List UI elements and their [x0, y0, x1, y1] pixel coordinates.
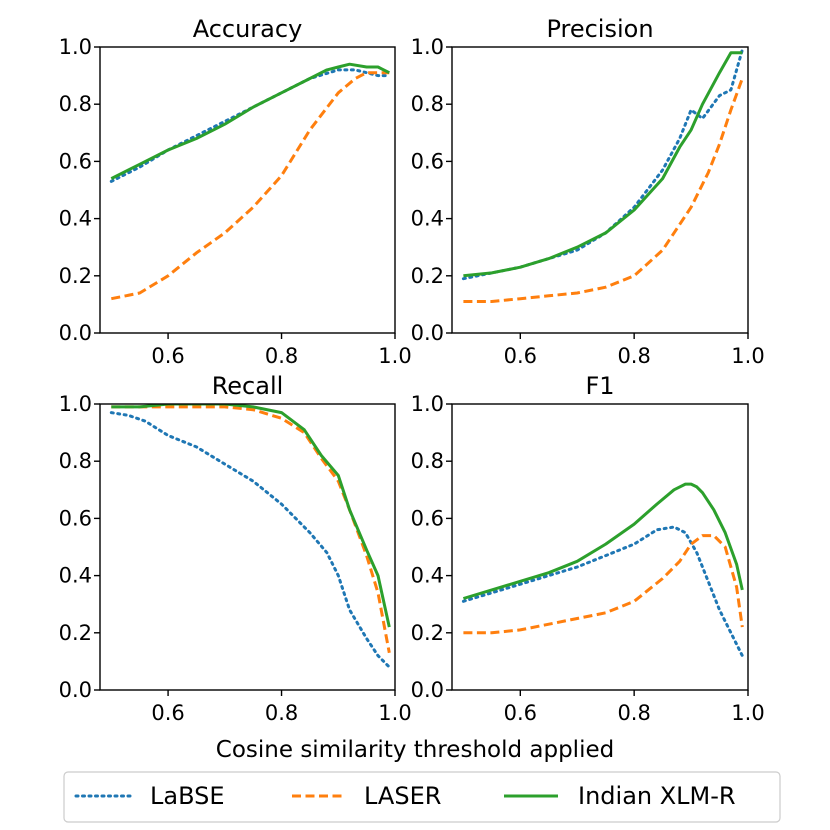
- y-tick-label: 0.2: [411, 264, 444, 288]
- series-line-indian-xlm-r: [111, 404, 391, 628]
- y-tick-label: 0.2: [411, 621, 444, 645]
- y-tick-label: 1.0: [411, 35, 444, 59]
- series-line-indian-xlm-r: [110, 62, 390, 180]
- panel-accuracy: Accuracy 0.0 0.2 0.4 0.6 0.8 1.0 0.6 0.8 1.0: [59, 15, 412, 368]
- y-tick-label: 0.2: [59, 264, 92, 288]
- y-tick-label: 0.4: [411, 564, 444, 588]
- legend-label-indian-xlm-r: Indian XLM-R: [578, 782, 736, 810]
- y-tick-label: 0.4: [59, 564, 92, 588]
- legend: LaBSE LASER Indian XLM-R: [63, 771, 781, 823]
- axes-frame: [99, 46, 396, 334]
- panel-recall: Recall 0.0 0.2 0.4 0.6 0.8 1.0 0.6 0.8 1.0: [59, 372, 412, 725]
- legend-label-laser: LASER: [364, 782, 441, 810]
- x-tick-label: 1.0: [378, 701, 411, 725]
- x-axis-label: Cosine similarity threshold applied: [216, 737, 614, 763]
- y-tick-label: 0.6: [59, 506, 92, 530]
- series-line-labse: [109, 411, 391, 669]
- series-line-laser: [463, 534, 744, 635]
- panel-f1: F1 0.0 0.2 0.4 0.6 0.8 1.0 0.6 0.8 1.0: [411, 372, 765, 725]
- legend-label-labse: LaBSE: [150, 782, 225, 810]
- series-line-indian-xlm-r: [463, 51, 743, 278]
- y-tick-label: 0.4: [411, 207, 444, 231]
- y-tick-label: 1.0: [59, 392, 92, 416]
- y-tick-label: 0.6: [411, 506, 444, 530]
- x-tick-label: 0.6: [151, 344, 184, 368]
- panel-precision: Precision 0.0 0.2 0.4 0.6 0.8 1.0 0.6 0.8 1.0: [411, 15, 765, 368]
- x-tick-label: 0.8: [265, 701, 298, 725]
- y-tick-label: 1.0: [59, 35, 92, 59]
- x-tick-label: 0.6: [504, 344, 537, 368]
- y-tick-label: 0.0: [59, 321, 92, 345]
- y-tick-label: 0.8: [411, 449, 444, 473]
- y-tick-label: 0.0: [59, 678, 92, 702]
- series-line-laser: [463, 77, 744, 303]
- series-line-labse: [461, 48, 744, 281]
- x-tick-label: 1.0: [731, 344, 764, 368]
- axes-frame: [451, 46, 749, 334]
- y-tick-label: 0.6: [59, 149, 92, 173]
- x-tick-label: 1.0: [378, 344, 411, 368]
- panel-title: Precision: [546, 15, 653, 43]
- series-line-labse: [461, 525, 744, 658]
- axes-frame: [99, 403, 396, 691]
- y-tick-label: 0.6: [411, 149, 444, 173]
- y-tick-label: 0.0: [411, 678, 444, 702]
- y-tick-label: 0.4: [59, 207, 92, 231]
- x-tick-label: 0.8: [617, 701, 650, 725]
- y-tick-label: 0.2: [59, 621, 92, 645]
- x-tick-label: 0.8: [617, 344, 650, 368]
- panel-title: F1: [585, 372, 614, 400]
- x-tick-label: 0.8: [265, 344, 298, 368]
- x-tick-label: 0.6: [504, 701, 537, 725]
- legend-frame: [63, 771, 781, 823]
- x-tick-label: 0.6: [151, 701, 184, 725]
- panel-title: Accuracy: [193, 15, 303, 43]
- x-tick-label: 1.0: [731, 701, 764, 725]
- series-line-laser: [111, 71, 390, 301]
- series-line-indian-xlm-r: [462, 482, 744, 600]
- y-tick-label: 0.8: [59, 92, 92, 116]
- series-line-laser: [111, 405, 391, 654]
- y-tick-label: 1.0: [411, 392, 444, 416]
- y-tick-label: 0.8: [59, 449, 92, 473]
- panel-title: Recall: [212, 372, 284, 400]
- y-tick-label: 0.0: [411, 321, 444, 345]
- axes-frame: [451, 403, 749, 691]
- y-tick-label: 0.8: [411, 92, 444, 116]
